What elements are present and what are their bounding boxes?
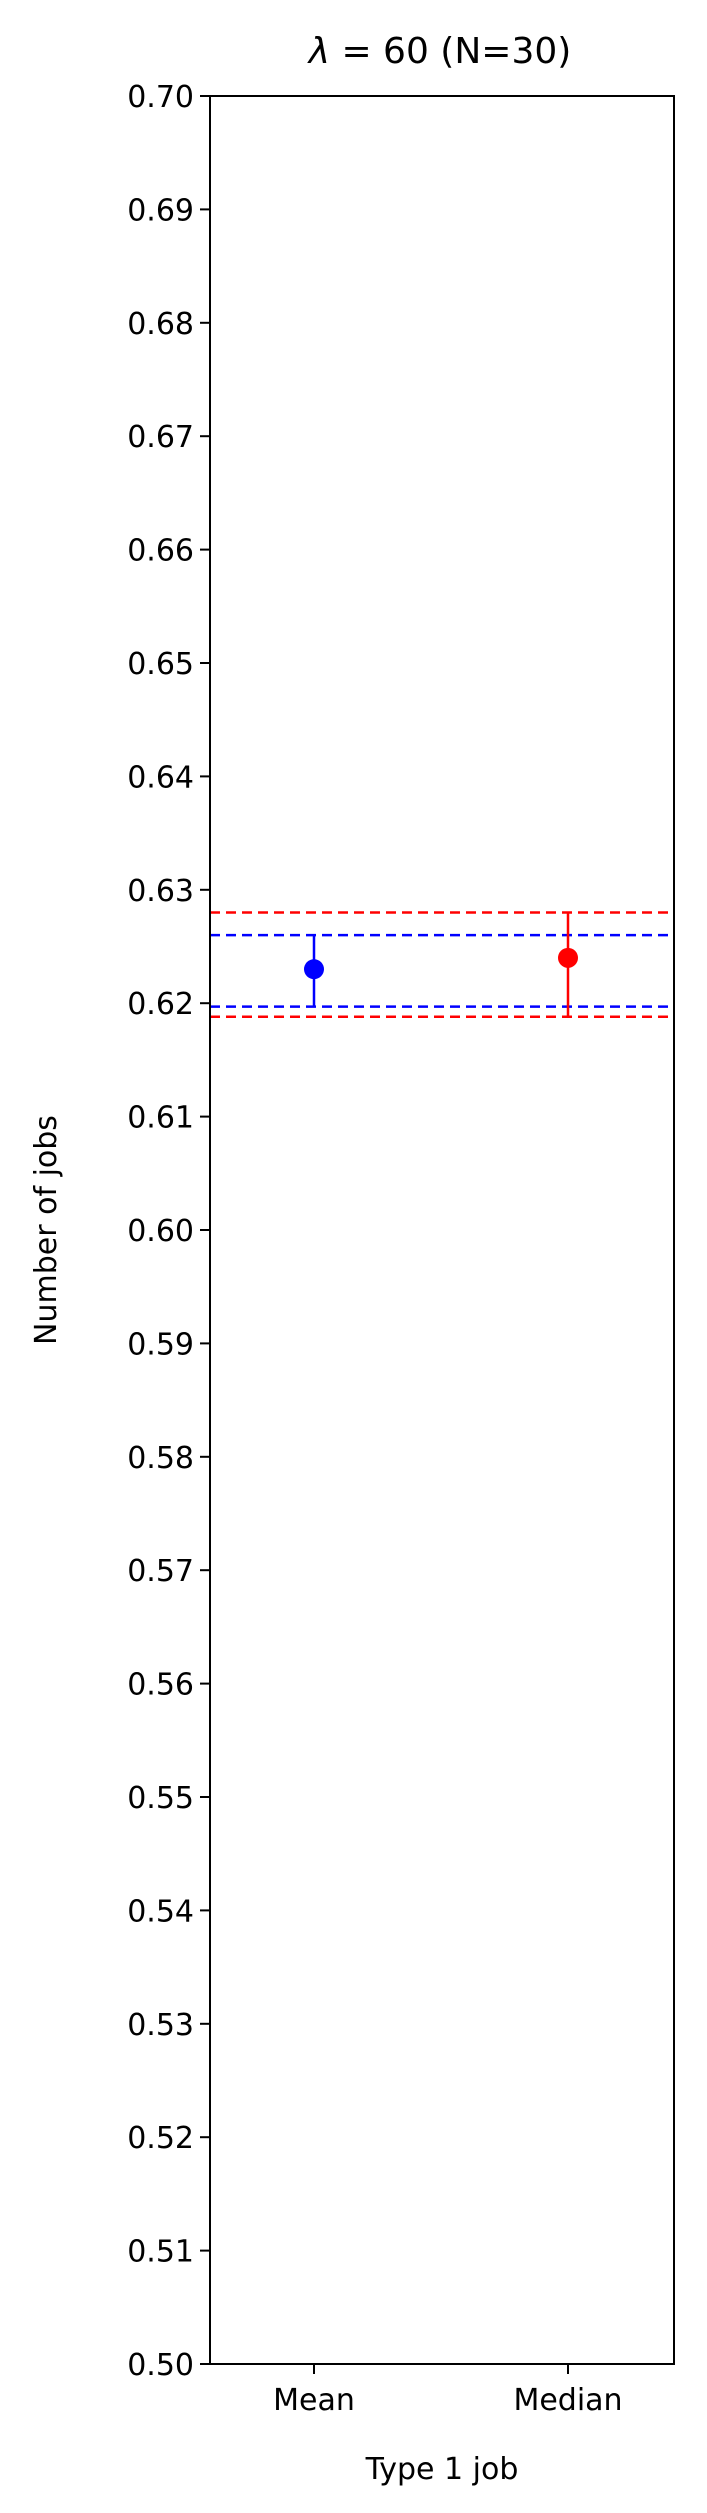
y-tick-label: 0.62 [127,987,194,1022]
y-tick-label: 0.65 [127,647,194,682]
y-tick-label: 0.68 [127,307,194,342]
y-tick-label: 0.63 [127,874,194,909]
y-tick-label: 0.54 [127,1894,194,1929]
data-points [304,947,578,980]
data-point [558,947,578,968]
x-tick-label: Median [513,2383,622,2418]
x-tick-label: Mean [273,2383,355,2418]
y-tick-label: 0.59 [127,1327,194,1362]
y-tick-label: 0.66 [127,534,194,569]
y-tick-label: 0.58 [127,1441,194,1476]
reference-lines [210,911,674,1019]
y-tick-label: 0.52 [127,2121,194,2156]
y-tick-label: 0.56 [127,1668,194,1703]
y-axis-ticks: 0.50 0.51 0.52 0.53 0.54 0.55 0.56 0.57 0.58 0.59… [127,80,210,2383]
y-tick-label: 0.57 [127,1554,194,1589]
x-axis-ticks: Mean Median [273,2364,623,2418]
y-tick-label: 0.61 [127,1101,194,1136]
y-tick-label: 0.51 [127,2235,194,2270]
y-tick-label: 0.70 [127,80,194,115]
y-tick-label: 0.53 [127,2008,194,2043]
title-rest: = 60 (N=30) [330,31,571,72]
x-axis-label: Type 1 job [365,2452,519,2487]
chart-title: λ = 60 (N=30) [307,31,572,72]
title-lambda: λ [307,31,330,72]
y-tick-label: 0.50 [127,2348,194,2383]
y-tick-label: 0.69 [127,193,194,228]
y-tick-label: 0.60 [127,1214,194,1249]
y-axis-label: Number of jobs [29,1115,64,1345]
y-tick-label: 0.55 [127,1781,194,1816]
data-point [304,959,324,980]
y-tick-label: 0.67 [127,420,194,455]
y-tick-label: 0.64 [127,760,194,795]
